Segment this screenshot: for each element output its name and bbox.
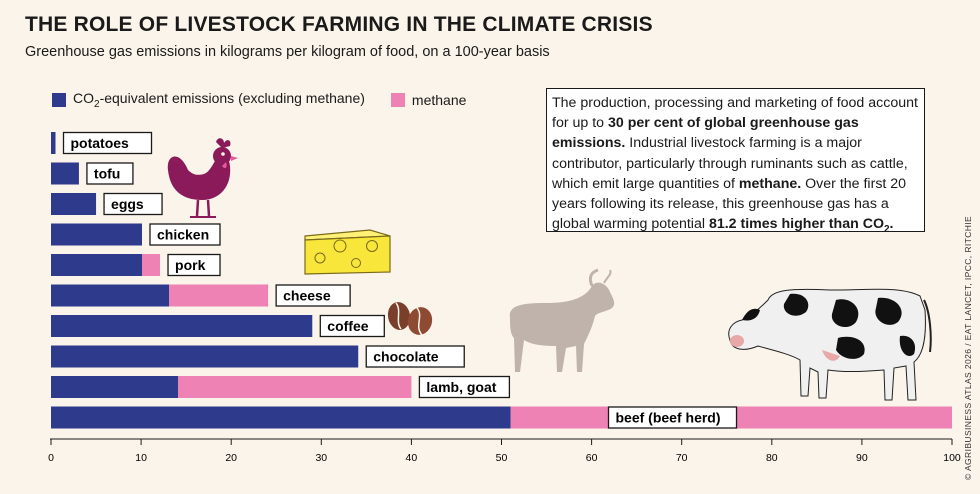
cow-icon bbox=[728, 288, 932, 401]
bar-labels-group: potatoes tofu eggs chicken pork cheese coffeec… bbox=[62, 131, 738, 429]
bar-label-text: potatoes bbox=[71, 135, 130, 151]
bar-label-box bbox=[149, 223, 221, 246]
bar-label-box bbox=[167, 253, 221, 277]
x-tick-label: 10 bbox=[135, 452, 147, 464]
bar-label-box bbox=[62, 131, 153, 155]
bar-label: beef (beef herd) bbox=[607, 406, 738, 429]
goat-icon bbox=[509, 268, 615, 372]
bar-label: chocolate bbox=[365, 345, 465, 368]
cheese-icon bbox=[304, 229, 391, 275]
bar-co2-segment bbox=[51, 284, 170, 307]
bar-methane-segment bbox=[142, 254, 161, 276]
x-tick-label: 20 bbox=[225, 452, 237, 464]
bar-label-text: cheese bbox=[283, 288, 331, 304]
bar-co2-segment bbox=[51, 223, 143, 246]
bar-label-text: eggs bbox=[111, 196, 144, 212]
bar-label-text: chicken bbox=[157, 227, 209, 243]
chicken-icon bbox=[167, 138, 238, 218]
x-tick-label: 70 bbox=[676, 452, 688, 464]
x-axis: 0 10 20 30 40 50 60 70 80 90 100 bbox=[48, 438, 961, 464]
x-tick-label: 100 bbox=[943, 452, 961, 464]
bar-label-box bbox=[86, 162, 134, 185]
bar-co2-segment bbox=[51, 162, 79, 185]
bar-label-box bbox=[418, 375, 511, 399]
bar-co2-segment bbox=[51, 254, 143, 276]
bar-co2-segment bbox=[51, 132, 56, 154]
legend-label-methane: methane bbox=[411, 91, 467, 108]
bar-label: tofu bbox=[86, 162, 134, 185]
page-subtitle: Greenhouse gas emissions in kilograms pe… bbox=[25, 44, 550, 60]
x-tick-label: 50 bbox=[496, 452, 508, 464]
bar-label-box bbox=[103, 192, 163, 216]
bar-label-text: tofu bbox=[94, 166, 120, 182]
legend-swatch-co2 bbox=[52, 92, 66, 107]
legend-swatch-methane bbox=[390, 92, 405, 107]
page-title: THE ROLE OF LIVESTOCK FARMING IN THE CLI… bbox=[25, 13, 653, 36]
bar-label: chicken bbox=[149, 223, 221, 246]
bar-label-box bbox=[275, 284, 351, 307]
bar-label: pork bbox=[167, 253, 221, 277]
bar-co2-segment bbox=[51, 315, 313, 337]
bar-co2-segment bbox=[51, 376, 179, 398]
legend-label-co2: CO2-equivalent emissions (excluding meth… bbox=[73, 90, 365, 110]
bar-label: coffee bbox=[319, 314, 385, 338]
bar-methane-segment bbox=[178, 376, 412, 398]
info-box: The production, processing and marketing… bbox=[546, 88, 925, 235]
bar-co2-segment bbox=[51, 406, 511, 429]
x-tick-label: 60 bbox=[586, 452, 598, 464]
bar-label: lamb, goat bbox=[418, 375, 511, 399]
bar-methane-segment bbox=[169, 284, 269, 307]
bar-label-text: lamb, goat bbox=[426, 379, 496, 395]
bar-label: eggs bbox=[103, 192, 163, 216]
x-tick-label: 40 bbox=[406, 452, 418, 464]
legend: CO2-equivalent emissions (excluding meth… bbox=[52, 90, 466, 110]
bar-label-box bbox=[607, 406, 738, 429]
bar-label: potatoes bbox=[62, 131, 153, 155]
x-tick-label: 30 bbox=[315, 452, 327, 464]
bar-label-box bbox=[365, 345, 465, 368]
bar-co2-segment bbox=[51, 345, 359, 368]
bar-label-box bbox=[319, 314, 385, 338]
bar-co2-segment bbox=[51, 193, 97, 215]
legend-item-co2: CO2-equivalent emissions (excluding meth… bbox=[52, 90, 365, 110]
legend-item-methane: methane bbox=[390, 91, 467, 108]
x-tick-label: 0 bbox=[48, 452, 54, 464]
bar-label-text: coffee bbox=[327, 318, 368, 334]
bar-label-text: pork bbox=[175, 257, 206, 273]
bar-label-text: chocolate bbox=[373, 349, 439, 365]
bar-label-text: beef (beef herd) bbox=[616, 410, 721, 426]
x-tick-label: 80 bbox=[766, 452, 778, 464]
coffee-beans-icon bbox=[387, 302, 433, 336]
bar-label: cheese bbox=[275, 284, 351, 307]
x-tick-label: 90 bbox=[856, 452, 868, 464]
